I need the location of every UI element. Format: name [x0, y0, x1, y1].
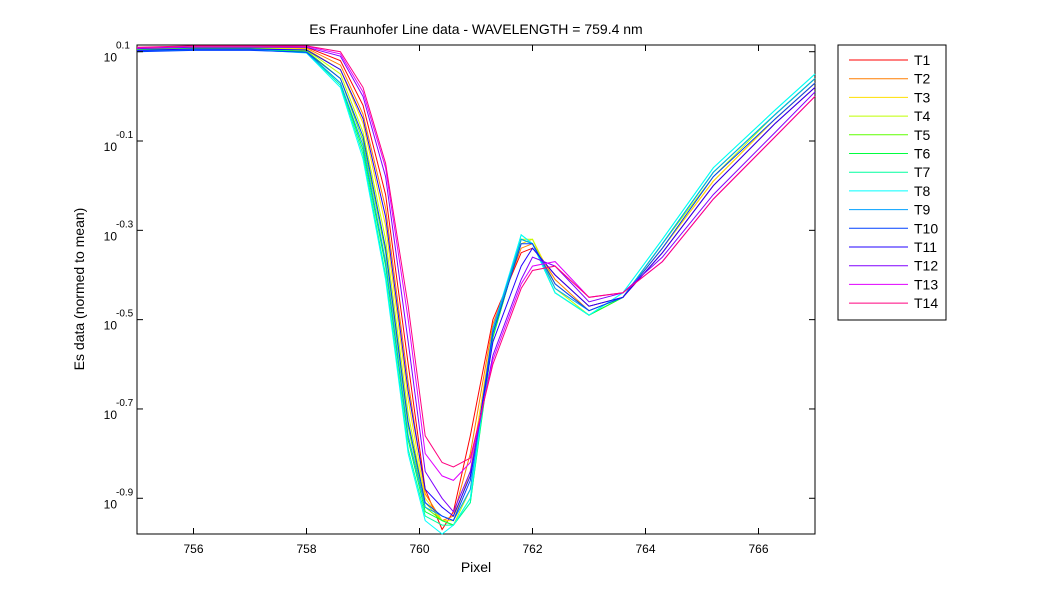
x-axis-label: Pixel — [461, 559, 491, 575]
y-tick-label-exponent: 0.1 — [116, 41, 130, 52]
x-tick-label: 764 — [635, 542, 655, 556]
y-tick-label-exponent: -0.1 — [116, 130, 134, 141]
legend-label-t10: T10 — [914, 220, 938, 236]
x-tick-label: 760 — [409, 542, 429, 556]
x-tick-label: 762 — [522, 542, 542, 556]
legend-label-t3: T3 — [914, 89, 931, 105]
legend-label-t8: T8 — [914, 183, 931, 199]
y-tick-label-base: 10 — [104, 140, 118, 154]
legend-label-t7: T7 — [914, 164, 931, 180]
x-tick-label: 766 — [748, 542, 768, 556]
legend-label-t12: T12 — [914, 258, 938, 274]
y-tick-label-exponent: -0.9 — [116, 487, 134, 498]
series-line-t14 — [136, 45, 816, 468]
y-tick-label-exponent: -0.5 — [116, 309, 134, 320]
x-tick-label: 756 — [183, 542, 203, 556]
legend-label-t4: T4 — [914, 108, 931, 124]
y-tick-label-base: 10 — [104, 408, 118, 422]
legend-label-t14: T14 — [914, 295, 938, 311]
legend-label-t5: T5 — [914, 127, 931, 143]
y-tick-label-exponent: -0.3 — [116, 219, 134, 230]
lines-layer — [136, 45, 816, 535]
series-line-t9 — [136, 49, 816, 522]
y-tick-label-base: 10 — [104, 497, 118, 511]
y-tick-label-base: 10 — [104, 319, 118, 333]
legend-label-t9: T9 — [914, 202, 931, 218]
legend-label-t13: T13 — [914, 276, 938, 292]
legend-label-t11: T11 — [914, 239, 937, 255]
y-axis: 100.110-0.110-0.310-0.510-0.710-0.9 — [104, 41, 815, 511]
legend-label-t6: T6 — [914, 146, 931, 162]
series-line-t12 — [136, 46, 816, 513]
x-axis: 756 758 760 762 764 766 — [183, 45, 769, 556]
legend-label-t2: T2 — [914, 71, 931, 87]
y-axis-label: Es data (normed to mean) — [71, 208, 87, 371]
chart-title: Es Fraunhofer Line data - WAVELENGTH = 7… — [309, 21, 642, 37]
x-tick-label: 758 — [296, 542, 316, 556]
legend: T1 T2 T3 T4 T5 T6 T7 T8 T9 T10 T11 T12 T13 T14 — [837, 44, 947, 321]
series-line-t8 — [136, 49, 816, 535]
legend-label-t1: T1 — [914, 52, 931, 68]
y-tick-label-exponent: -0.7 — [116, 398, 134, 409]
series-line-t10 — [136, 49, 816, 522]
y-tick-label-base: 10 — [104, 229, 118, 243]
legend-box — [837, 44, 947, 321]
y-tick-label-base: 10 — [104, 51, 118, 65]
